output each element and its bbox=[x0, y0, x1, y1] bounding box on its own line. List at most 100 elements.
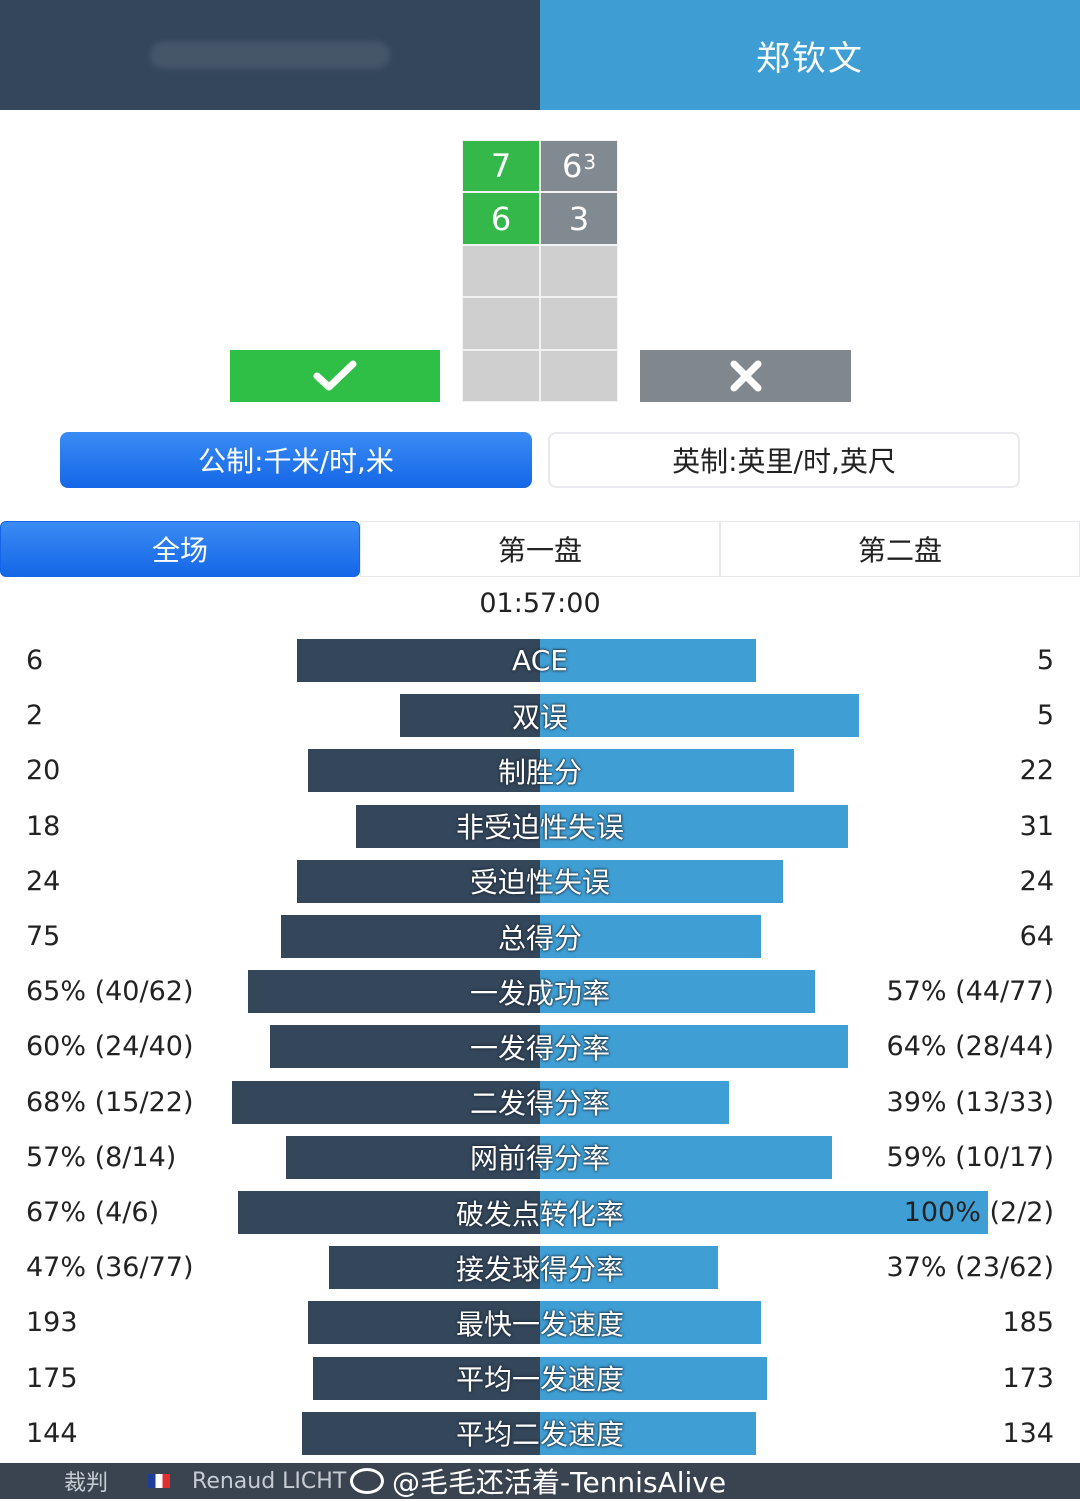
right-stat-bar bbox=[540, 694, 859, 738]
left-stat-value: 67% (4/6) bbox=[26, 1197, 160, 1228]
right-stat-bar bbox=[540, 970, 815, 1014]
tab-full-match[interactable]: 全场 bbox=[0, 521, 360, 577]
stat-label: 接发球得分率 bbox=[455, 1252, 624, 1286]
right-stat-value: 59% (10/17) bbox=[886, 1141, 1054, 1173]
weibo-icon bbox=[350, 1468, 384, 1494]
stat-row: 175 173 平均一发速度 bbox=[0, 1351, 1080, 1406]
stat-label: 破发点转化率 bbox=[455, 1197, 624, 1231]
right-stat-bar bbox=[540, 804, 848, 848]
watermark-text: @毛毛还活着-TennisAlive bbox=[392, 1466, 727, 1499]
right-stat-bar bbox=[540, 1025, 848, 1069]
empty-score-cell bbox=[462, 244, 540, 298]
player-left-name bbox=[0, 0, 540, 110]
stat-label: 非受迫性失误 bbox=[455, 811, 624, 845]
stat-row: 18 31 非受迫性失误 bbox=[0, 799, 1080, 854]
right-stat-value: 5 bbox=[1036, 700, 1054, 732]
right-stat-bar bbox=[540, 1080, 729, 1124]
right-stat-bar bbox=[540, 859, 783, 903]
stat-row: 57% (8/14) 59% (10/17) 网前得分率 bbox=[0, 1130, 1080, 1185]
stat-label: 平均二发速度 bbox=[455, 1418, 624, 1452]
stat-label: 二发得分率 bbox=[469, 1087, 610, 1121]
right-stat-value: 5 bbox=[1036, 645, 1054, 676]
left-stat-bar bbox=[281, 915, 540, 958]
stat-row: 67% (4/6) 100% (2/2) 破发点转化率 bbox=[0, 1185, 1080, 1240]
stat-label: 最快一发速度 bbox=[455, 1307, 624, 1341]
stat-label: 平均一发速度 bbox=[455, 1363, 624, 1397]
right-stat-bar bbox=[540, 639, 756, 682]
left-stat-value: 75 bbox=[26, 921, 61, 952]
left-stat-bar bbox=[356, 804, 540, 848]
stat-label: 双误 bbox=[511, 700, 568, 734]
stat-label: 网前得分率 bbox=[469, 1142, 610, 1176]
empty-score-cell bbox=[540, 349, 618, 402]
stat-row: 144 134 平均二发速度 bbox=[0, 1406, 1080, 1461]
player-header: 郑钦文 bbox=[0, 0, 1080, 110]
footer-bar: 裁判 Renaud LICHT @毛毛还活着-TennisAlive bbox=[0, 1463, 1080, 1499]
right-stat-value: 134 bbox=[1002, 1417, 1054, 1449]
empty-score-cell bbox=[462, 297, 540, 350]
left-stat-bar bbox=[286, 1135, 540, 1179]
right-stat-value: 57% (44/77) bbox=[886, 976, 1054, 1008]
umpire-label: 裁判 bbox=[64, 1471, 109, 1496]
right-stat-value: 24 bbox=[1019, 865, 1054, 897]
left-stat-bar bbox=[297, 639, 540, 682]
left-stat-value: 6 bbox=[26, 645, 44, 676]
left-stat-value: 47% (36/77) bbox=[26, 1252, 194, 1284]
right-stat-bar bbox=[540, 1301, 761, 1345]
right-stat-bar bbox=[540, 1246, 718, 1290]
set2-top-games: 6 bbox=[561, 147, 583, 186]
stat-row: 2 5 双误 bbox=[0, 688, 1080, 743]
stat-label: 总得分 bbox=[497, 921, 582, 955]
left-stat-bar bbox=[297, 859, 540, 903]
right-stat-value: 31 bbox=[1019, 810, 1054, 842]
left-stat-bar bbox=[329, 1246, 540, 1290]
left-stat-bar bbox=[238, 1191, 540, 1234]
left-stat-value: 18 bbox=[26, 810, 61, 842]
check-icon bbox=[313, 360, 357, 391]
tab-set-2[interactable]: 第二盘 bbox=[720, 521, 1080, 577]
left-stat-value: 24 bbox=[26, 865, 61, 897]
imperial-units-button[interactable]: 英制:英里/时,英尺 bbox=[548, 432, 1020, 488]
set1-bottom-score: 6 bbox=[462, 192, 540, 245]
right-stat-bar bbox=[540, 749, 794, 793]
left-stat-bar bbox=[248, 970, 540, 1014]
stat-label: 一发得分率 bbox=[469, 1031, 610, 1065]
empty-score-cell bbox=[540, 244, 618, 298]
empty-score-cell bbox=[540, 297, 618, 350]
left-stat-bar bbox=[302, 1411, 540, 1455]
stat-row: 193 185 最快一发速度 bbox=[0, 1295, 1080, 1350]
right-stat-bar bbox=[540, 1191, 988, 1234]
stat-row: 24 24 受迫性失误 bbox=[0, 854, 1080, 909]
tab-set-1[interactable]: 第一盘 bbox=[360, 521, 720, 577]
set2-bottom-score: 3 bbox=[540, 192, 618, 245]
left-stat-value: 2 bbox=[26, 700, 44, 732]
right-stat-bar bbox=[540, 915, 761, 958]
winner-indicator bbox=[230, 350, 440, 402]
stat-row: 6 5 ACE bbox=[0, 633, 1080, 688]
right-stat-bar bbox=[540, 1356, 767, 1400]
set-tabs: 全场 第一盘 第二盘 bbox=[0, 521, 1080, 577]
left-stat-value: 144 bbox=[26, 1417, 78, 1449]
stat-row: 60% (24/40) 64% (28/44) 一发得分率 bbox=[0, 1019, 1080, 1074]
left-stat-value: 193 bbox=[26, 1307, 78, 1339]
left-stat-value: 20 bbox=[26, 755, 61, 787]
match-duration: 01:57:00 bbox=[479, 588, 601, 619]
stat-row: 47% (36/77) 37% (23/62) 接发球得分率 bbox=[0, 1240, 1080, 1295]
metric-units-button[interactable]: 公制:千米/时,米 bbox=[60, 432, 532, 488]
right-stat-bar bbox=[540, 1411, 756, 1455]
close-icon bbox=[730, 360, 761, 392]
umpire-name: Renaud LICHT bbox=[192, 1468, 347, 1494]
left-stat-value: 57% (8/14) bbox=[26, 1141, 177, 1173]
left-stat-bar bbox=[270, 1025, 540, 1069]
right-stat-value: 64 bbox=[1019, 921, 1054, 952]
left-stat-value: 175 bbox=[26, 1362, 78, 1394]
set1-top-score: 7 bbox=[462, 140, 540, 193]
loser-indicator bbox=[640, 350, 851, 402]
umpire-info: 裁判 Renaud LICHT bbox=[64, 1463, 346, 1499]
stat-label: ACE bbox=[512, 644, 568, 677]
left-stat-bar bbox=[232, 1080, 540, 1124]
stat-label: 制胜分 bbox=[497, 755, 582, 789]
stat-row: 20 22 制胜分 bbox=[0, 743, 1080, 798]
left-stat-bar bbox=[313, 1356, 540, 1400]
